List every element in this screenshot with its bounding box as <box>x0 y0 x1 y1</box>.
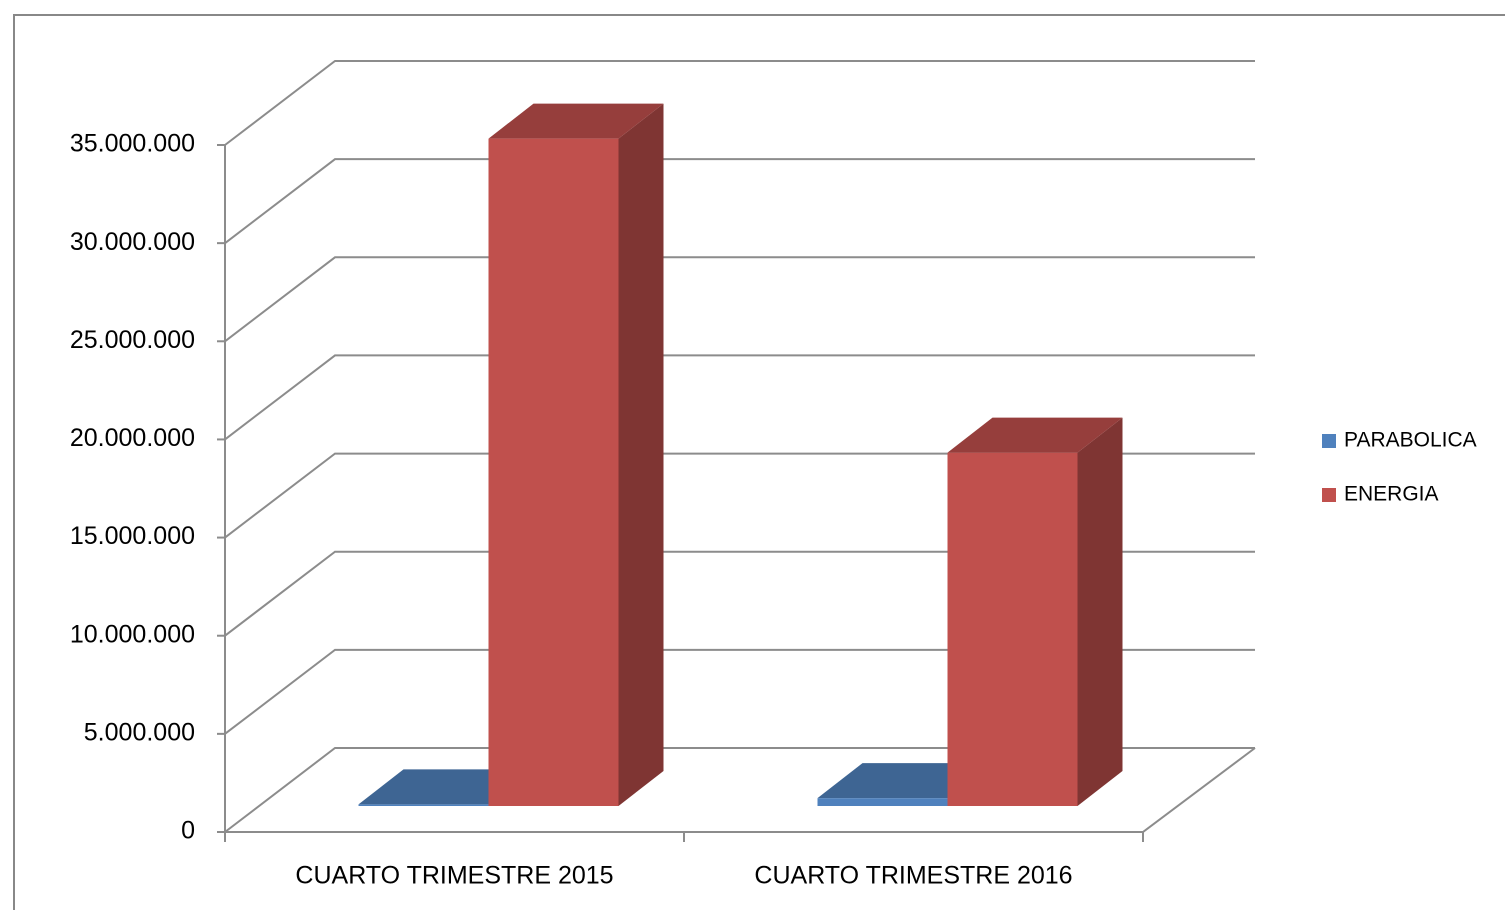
grid-line <box>224 158 1255 244</box>
bar-side <box>618 103 664 807</box>
bar <box>947 417 1123 806</box>
legend: PARABOLICA ENERGIA <box>1322 429 1477 506</box>
bar-top <box>947 417 1123 453</box>
legend-label: ENERGIA <box>1344 483 1439 506</box>
grid-line <box>224 354 1255 441</box>
chart-border <box>13 14 1505 915</box>
bar-top <box>488 103 664 139</box>
bar-side <box>1077 417 1123 806</box>
y-tick-label: 10.000.000 <box>70 620 195 648</box>
bar-front <box>488 138 619 807</box>
legend-swatch <box>1322 488 1336 502</box>
y-tick-label: 30.000.000 <box>70 228 195 256</box>
legend-swatch <box>1322 434 1336 448</box>
grid-line <box>224 60 1255 146</box>
bar-front <box>358 804 489 806</box>
y-tick-label: 20.000.000 <box>70 424 195 452</box>
bar-front <box>947 452 1078 806</box>
legend-label: PARABOLICA <box>1344 429 1477 452</box>
y-tick-label: 35.000.000 <box>70 130 195 158</box>
y-tick-label: 15.000.000 <box>70 522 195 550</box>
x-tick-label: CUARTO TRIMESTRE 2015 <box>295 862 613 890</box>
y-tick-label: 0 <box>181 817 195 845</box>
grid-line <box>224 256 1255 343</box>
bar-front <box>817 798 948 806</box>
bar <box>488 103 664 807</box>
x-tick-label: CUARTO TRIMESTRE 2016 <box>754 862 1072 890</box>
y-tick-label: 25.000.000 <box>70 326 195 354</box>
y-tick-label: 5.000.000 <box>84 718 195 746</box>
